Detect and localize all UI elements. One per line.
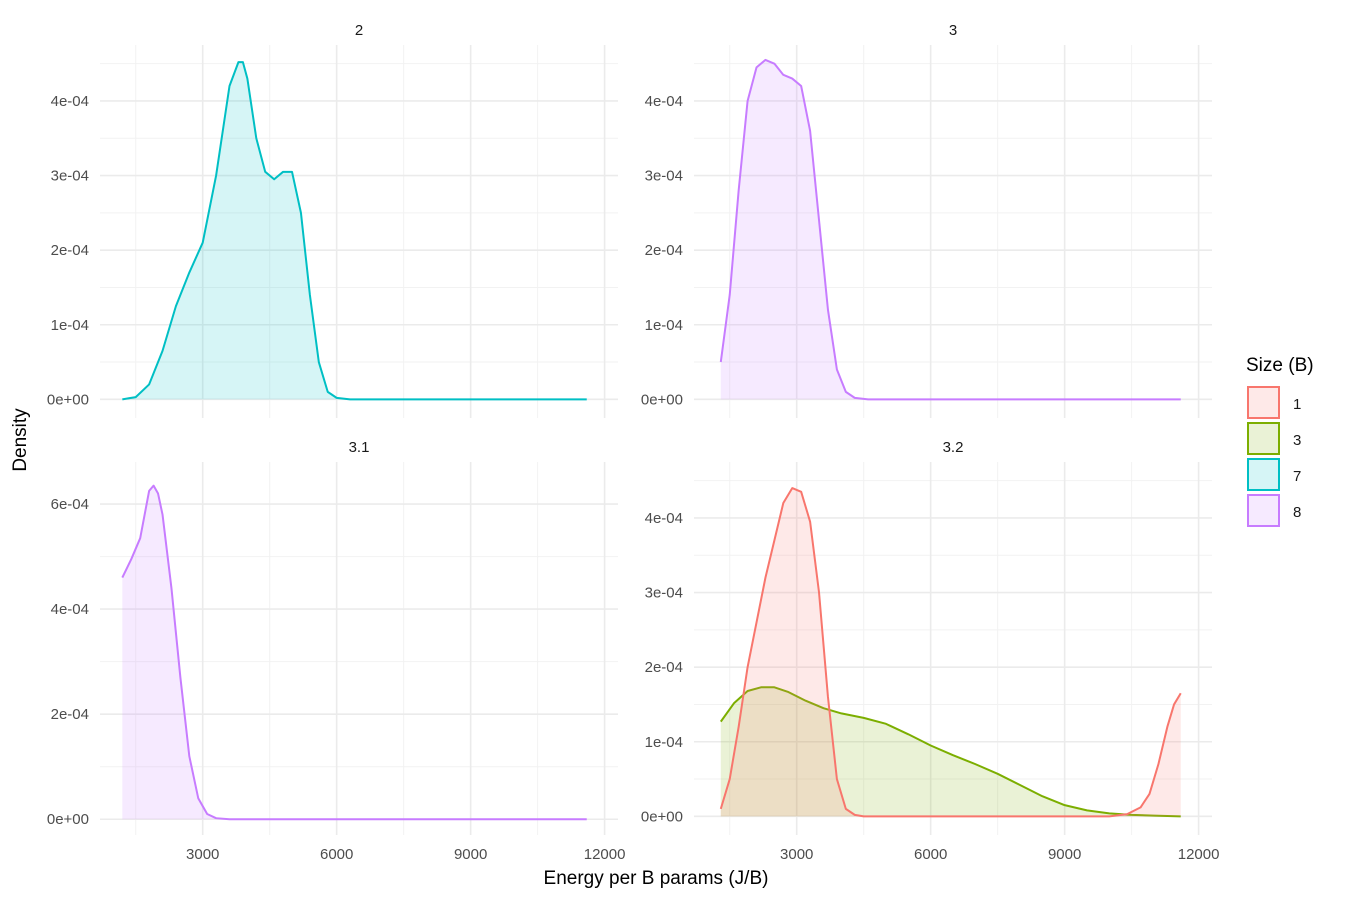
legend-key-size-7 — [1247, 458, 1280, 491]
density-area-size-7 — [122, 62, 587, 400]
legend: Size (B) 1 3 7 8 — [1246, 355, 1314, 527]
density-line-size-7 — [122, 61, 587, 401]
facet-label: 3 — [949, 22, 957, 39]
y-tick-label: 0e+00 — [641, 391, 683, 408]
density-area-size-3 — [720, 687, 1181, 817]
legend-key-size-1 — [1247, 386, 1280, 419]
panel-3.1: 0e+00 2e-04 4e-04 6e-04 3000 6000 9000 12000 3.1 — [47, 439, 626, 863]
density-line-size-1 — [719, 487, 1182, 818]
y-tick-label: 4e-04 — [645, 510, 683, 527]
x-tick-label: 3000 — [780, 846, 813, 863]
panel-2: 0e+00 1e-04 2e-04 3e-04 4e-04 2 — [47, 22, 618, 418]
x-tick-label: 9000 — [1048, 846, 1081, 863]
density-area-size-8 — [720, 59, 1181, 400]
y-tick-label: 3e-04 — [645, 168, 683, 185]
x-tick-label: 6000 — [320, 846, 353, 863]
x-tick-label: 9000 — [454, 846, 487, 863]
y-tick-label: 2e-04 — [645, 659, 683, 676]
facet-label: 2 — [355, 22, 363, 39]
x-tick-label: 6000 — [914, 846, 947, 863]
y-tick-label: 4e-04 — [51, 93, 89, 110]
density-line-size-8 — [121, 484, 587, 821]
y-tick-label: 6e-04 — [51, 496, 89, 513]
x-tick-label: 3000 — [186, 846, 219, 863]
panel-3: 0e+00 1e-04 2e-04 3e-04 4e-04 3 — [641, 22, 1212, 418]
density-line-size-8 — [719, 58, 1181, 401]
y-tick-label: 3e-04 — [645, 585, 683, 602]
y-axis-title: Density — [10, 408, 31, 472]
y-tick-label: 1e-04 — [51, 317, 89, 334]
legend-title: Size (B) — [1246, 355, 1314, 376]
legend-label: 8 — [1293, 504, 1301, 521]
facet-label: 3.1 — [349, 439, 370, 456]
x-tick-label: 12000 — [584, 846, 626, 863]
density-line-size-3 — [719, 686, 1181, 818]
y-tick-label: 2e-04 — [51, 706, 89, 723]
density-area-size-1 — [720, 488, 1181, 817]
y-tick-label: 0e+00 — [641, 808, 683, 825]
y-tick-label: 1e-04 — [645, 734, 683, 751]
x-tick-label: 12000 — [1178, 846, 1220, 863]
y-tick-label: 0e+00 — [47, 391, 89, 408]
panels-layer: 0e+00 1e-04 2e-04 3e-04 4e-04 2 0e+00 1e-04 2e-0… — [47, 22, 1220, 863]
legend-key-size-3 — [1247, 422, 1280, 455]
facet-label: 3.2 — [943, 439, 964, 456]
legend-items: 1 3 7 8 — [1247, 386, 1301, 527]
panel-3.2: 0e+00 1e-04 2e-04 3e-04 4e-04 3000 6000 9000 120… — [641, 439, 1220, 863]
legend-label: 3 — [1293, 432, 1301, 449]
y-tick-label: 0e+00 — [47, 811, 89, 828]
legend-label: 1 — [1293, 396, 1301, 413]
y-tick-label: 4e-04 — [645, 93, 683, 110]
x-axis-title: Energy per B params (J/B) — [544, 868, 769, 889]
y-tick-label: 3e-04 — [51, 168, 89, 185]
y-tick-label: 2e-04 — [51, 242, 89, 259]
y-tick-label: 2e-04 — [645, 242, 683, 259]
legend-label: 7 — [1293, 468, 1301, 485]
y-tick-label: 1e-04 — [645, 317, 683, 334]
density-area-size-8 — [122, 485, 587, 820]
y-tick-label: 4e-04 — [51, 601, 89, 618]
legend-key-size-8 — [1247, 494, 1280, 527]
